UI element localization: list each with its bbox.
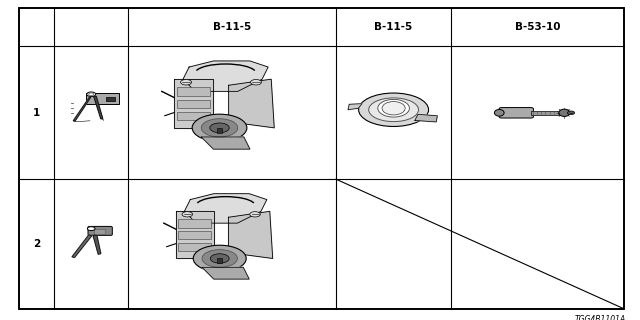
Bar — [177, 87, 211, 96]
Circle shape — [250, 212, 260, 217]
Polygon shape — [174, 79, 214, 128]
Text: TGG4B1101A: TGG4B1101A — [575, 315, 626, 320]
FancyBboxPatch shape — [88, 227, 113, 236]
Polygon shape — [72, 235, 92, 257]
Bar — [179, 231, 211, 239]
Bar — [94, 228, 106, 234]
Polygon shape — [228, 211, 273, 259]
Circle shape — [87, 92, 96, 97]
Ellipse shape — [494, 109, 504, 116]
Polygon shape — [94, 96, 102, 118]
Circle shape — [180, 79, 191, 85]
Text: 1: 1 — [33, 108, 40, 118]
Circle shape — [201, 119, 238, 137]
Polygon shape — [184, 194, 267, 223]
Polygon shape — [202, 137, 250, 149]
Circle shape — [182, 212, 193, 217]
Ellipse shape — [358, 93, 429, 126]
Bar — [531, 111, 564, 115]
Bar — [106, 97, 115, 101]
Text: 2: 2 — [33, 239, 40, 249]
Circle shape — [568, 111, 575, 115]
Ellipse shape — [382, 101, 405, 115]
Text: B-11-5: B-11-5 — [213, 22, 251, 32]
Circle shape — [210, 123, 229, 133]
Text: B-11-5: B-11-5 — [374, 22, 413, 32]
Circle shape — [250, 79, 262, 85]
Circle shape — [211, 254, 229, 263]
Polygon shape — [183, 61, 268, 92]
Ellipse shape — [378, 100, 410, 117]
Bar — [217, 128, 222, 133]
FancyBboxPatch shape — [86, 93, 119, 104]
Polygon shape — [93, 235, 101, 254]
Bar — [177, 112, 211, 120]
Circle shape — [192, 114, 247, 141]
Polygon shape — [175, 211, 214, 259]
FancyBboxPatch shape — [499, 108, 533, 118]
Circle shape — [202, 250, 237, 267]
Polygon shape — [415, 114, 437, 122]
Bar — [177, 100, 211, 108]
Circle shape — [193, 245, 246, 272]
Bar — [179, 243, 211, 251]
Polygon shape — [73, 96, 92, 121]
Polygon shape — [202, 267, 249, 279]
Text: B-53-10: B-53-10 — [515, 22, 561, 32]
Bar — [179, 219, 211, 228]
Bar — [218, 259, 222, 263]
Ellipse shape — [559, 109, 570, 116]
Circle shape — [88, 227, 95, 230]
Ellipse shape — [369, 98, 419, 122]
Polygon shape — [348, 104, 362, 110]
Polygon shape — [228, 79, 275, 128]
